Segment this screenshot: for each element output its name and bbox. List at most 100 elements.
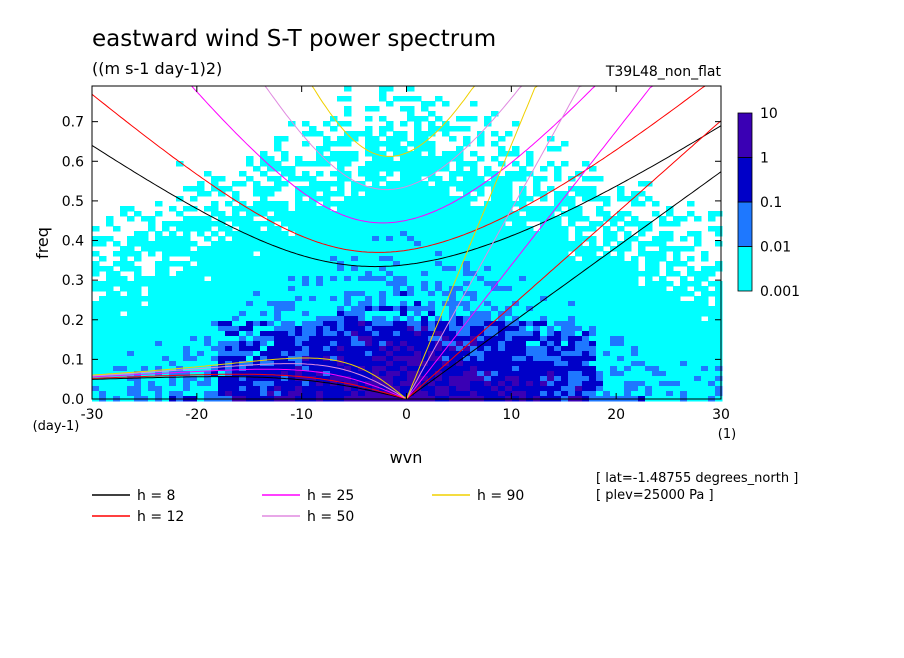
spectrum-cell: [645, 356, 653, 362]
spectrum-cell: [484, 231, 492, 237]
spectrum-cell: [540, 211, 548, 217]
spectrum-cell: [323, 121, 331, 127]
spectrum-cell: [358, 306, 366, 312]
spectrum-cell: [554, 351, 562, 357]
spectrum-cell: [442, 206, 450, 212]
spectrum-cell: [603, 391, 611, 397]
spectrum-cell: [120, 246, 128, 252]
spectrum-cell: [204, 376, 212, 382]
spectrum-cell: [232, 211, 240, 217]
spectrum-cell: [162, 356, 170, 362]
spectrum-cell: [218, 356, 226, 362]
colorbar-label: 0.01: [760, 240, 791, 256]
spectrum-cell: [379, 86, 387, 92]
spectrum-cell: [176, 316, 184, 322]
spectrum-cell: [253, 276, 261, 282]
spectrum-cell: [330, 236, 338, 242]
spectrum-cell: [673, 271, 681, 277]
spectrum-cell: [260, 356, 268, 362]
spectrum-cell: [393, 281, 401, 287]
spectrum-cell: [659, 391, 667, 397]
spectrum-cell: [120, 351, 128, 357]
spectrum-cell: [512, 336, 520, 342]
spectrum-cell: [519, 361, 527, 367]
spectrum-cell: [330, 371, 338, 377]
spectrum-cell: [484, 306, 492, 312]
spectrum-cell: [596, 326, 604, 332]
spectrum-cell: [400, 326, 408, 332]
spectrum-cell: [288, 386, 296, 392]
spectrum-cell: [253, 181, 261, 187]
spectrum-cell: [582, 381, 590, 387]
spectrum-cell: [477, 326, 485, 332]
spectrum-cell: [624, 346, 632, 352]
spectrum-cell: [659, 236, 667, 242]
spectrum-cell: [414, 251, 422, 257]
spectrum-cell: [386, 86, 394, 92]
spectrum-cell: [274, 386, 282, 392]
spectrum-cell: [596, 291, 604, 297]
spectrum-cell: [400, 121, 408, 127]
spectrum-cell: [358, 251, 366, 257]
spectrum-cell: [498, 211, 506, 217]
spectrum-cell: [638, 336, 646, 342]
spectrum-cell: [568, 356, 576, 362]
spectrum-cell: [169, 241, 177, 247]
spectrum-cell: [505, 206, 513, 212]
spectrum-cell: [288, 261, 296, 267]
spectrum-cell: [652, 266, 660, 272]
spectrum-cell: [505, 131, 513, 137]
spectrum-cell: [358, 371, 366, 377]
spectrum-cell: [428, 206, 436, 212]
spectrum-cell: [624, 196, 632, 202]
spectrum-cell: [155, 286, 163, 292]
spectrum-cell: [344, 291, 352, 297]
spectrum-cell: [351, 341, 359, 347]
spectrum-cell: [491, 141, 499, 147]
spectrum-cell: [281, 231, 289, 237]
spectrum-cell: [456, 116, 464, 122]
spectrum-cell: [470, 386, 478, 392]
spectrum-cell: [127, 336, 135, 342]
spectrum-cell: [323, 341, 331, 347]
spectrum-cell: [246, 306, 254, 312]
spectrum-cell: [113, 351, 121, 357]
spectrum-cell: [533, 331, 541, 337]
spectrum-cell: [323, 226, 331, 232]
spectrum-cell: [309, 361, 317, 367]
spectrum-cell: [274, 391, 282, 397]
spectrum-cell: [92, 236, 100, 242]
spectrum-cell: [428, 241, 436, 247]
spectrum-cell: [470, 151, 478, 157]
spectrum-cell: [323, 196, 331, 202]
spectrum-cell: [400, 166, 408, 172]
spectrum-cell: [407, 256, 415, 262]
spectrum-cell: [456, 341, 464, 347]
spectrum-cell: [435, 306, 443, 312]
spectrum-cell: [645, 256, 653, 262]
spectrum-cell: [617, 361, 625, 367]
spectrum-cell: [113, 311, 121, 317]
spectrum-cell: [596, 346, 604, 352]
spectrum-cell: [155, 351, 163, 357]
spectrum-cell: [449, 341, 457, 347]
spectrum-cell: [512, 346, 520, 352]
spectrum-cell: [113, 381, 121, 387]
spectrum-cell: [351, 211, 359, 217]
spectrum-cell: [239, 266, 247, 272]
spectrum-cell: [400, 386, 408, 392]
spectrum-cell: [505, 281, 513, 287]
spectrum-cell: [533, 251, 541, 257]
spectrum-cell: [211, 296, 219, 302]
spectrum-cell: [470, 351, 478, 357]
spectrum-cell: [533, 376, 541, 382]
spectrum-cell: [309, 311, 317, 317]
spectrum-cell: [358, 246, 366, 252]
spectrum-cell: [246, 236, 254, 242]
spectrum-cell: [477, 246, 485, 252]
spectrum-cell: [498, 286, 506, 292]
spectrum-cell: [666, 351, 674, 357]
spectrum-cell: [526, 161, 534, 167]
spectrum-cell: [463, 321, 471, 327]
spectrum-cell: [463, 141, 471, 147]
